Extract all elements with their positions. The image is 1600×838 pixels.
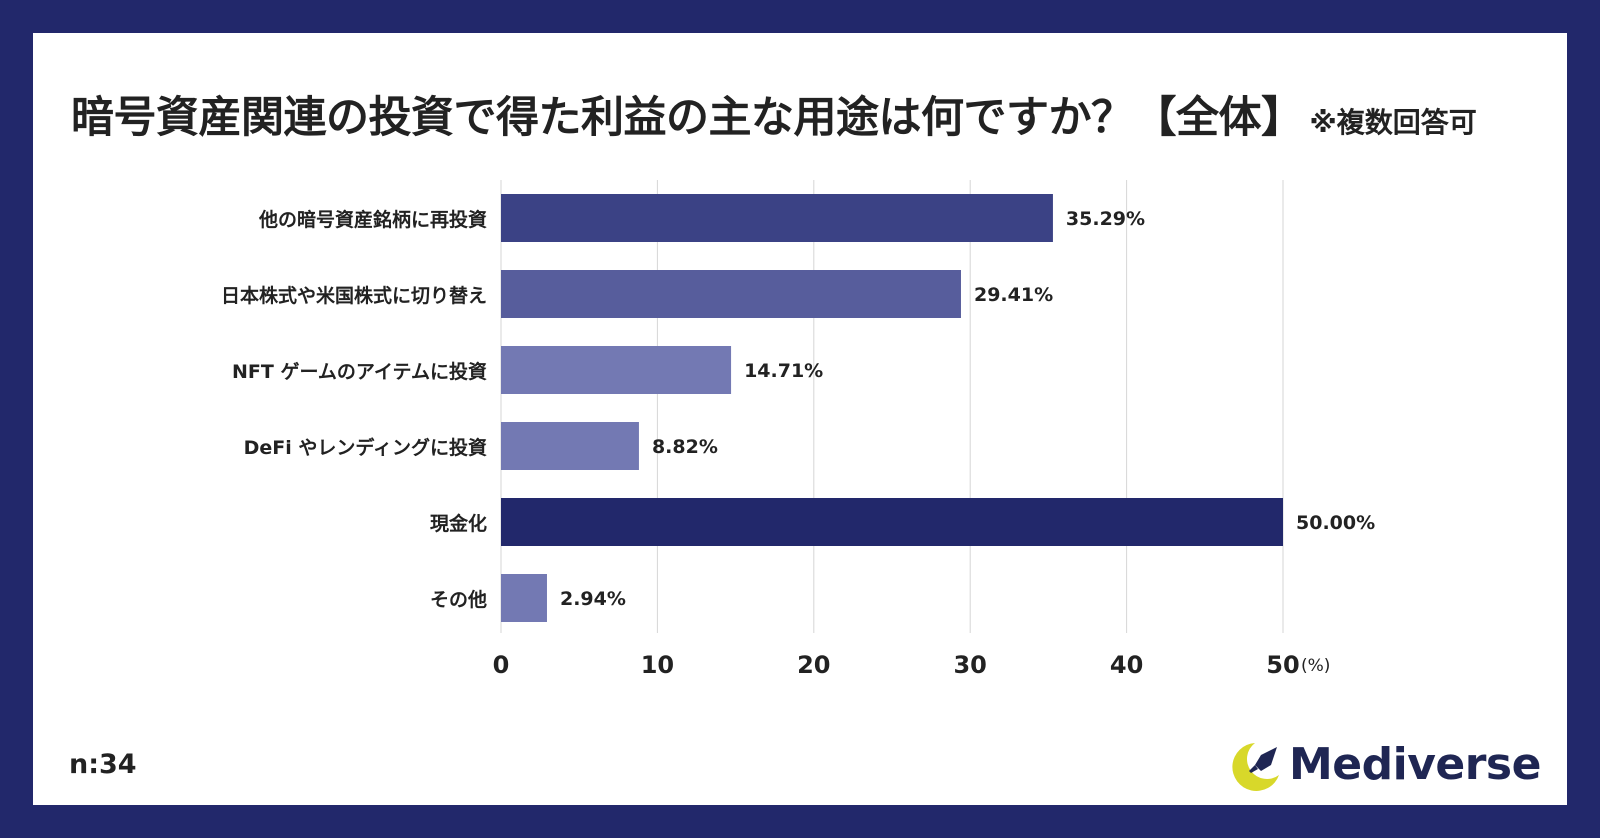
title-text: 暗号資産関連の投資で得た利益の主な用途は何ですか？【全体】 [71, 93, 1304, 143]
category-label-5: その他 [430, 588, 487, 611]
x-tick-label-10: 10 [641, 651, 674, 679]
category-label-4: 現金化 [430, 512, 487, 535]
chart-card: 暗号資産関連の投資で得た利益の主な用途は何ですか？【全体】 ※複数回答可 0 10 2… [33, 33, 1567, 805]
x-tick-label-50: 50 [1266, 651, 1299, 679]
category-label-1: 日本株式や米国株式に切り替え [221, 284, 487, 307]
value-label-0: 35.29% [1066, 208, 1145, 230]
x-tick-label-40: 40 [1110, 651, 1143, 679]
sample-size: n:34 [69, 749, 137, 780]
category-label-0: 他の暗号資産銘柄に再投資 [258, 208, 487, 231]
x-unit-label: (%) [1301, 656, 1330, 676]
category-label-2: NFT ゲームのアイテムに投資 [232, 360, 487, 383]
bar-0 [501, 194, 1053, 242]
value-label-5: 2.94% [560, 588, 626, 610]
value-label-4: 50.00% [1296, 512, 1375, 534]
bar-3 [501, 422, 639, 470]
title-note: ※複数回答可 [1309, 106, 1477, 139]
chart-title: 暗号資産関連の投資で得た利益の主な用途は何ですか？【全体】 ※複数回答可 [71, 83, 1551, 145]
bar-2 [501, 346, 732, 394]
value-label-3: 8.82% [652, 436, 718, 458]
x-tick-label-30: 30 [953, 651, 986, 679]
bar-chart: 0 10 20 30 40 50 (%) 他の暗号資産銘柄に再投資 35.29% 日本株式や米国株… [221, 180, 1375, 679]
bar-1 [501, 270, 961, 318]
crescent-rocket-icon [1232, 743, 1279, 791]
brand-logo: Mediverse [1225, 735, 1545, 797]
brand-name: Mediverse [1289, 739, 1541, 790]
category-label-3: DeFi やレンディングに投資 [244, 436, 487, 459]
bar-5 [501, 574, 547, 622]
value-label-1: 29.41% [974, 284, 1053, 306]
value-label-2: 14.71% [744, 360, 823, 382]
x-tick-label-0: 0 [493, 651, 510, 679]
x-tick-label-20: 20 [797, 651, 830, 679]
bar-4 [501, 498, 1283, 546]
